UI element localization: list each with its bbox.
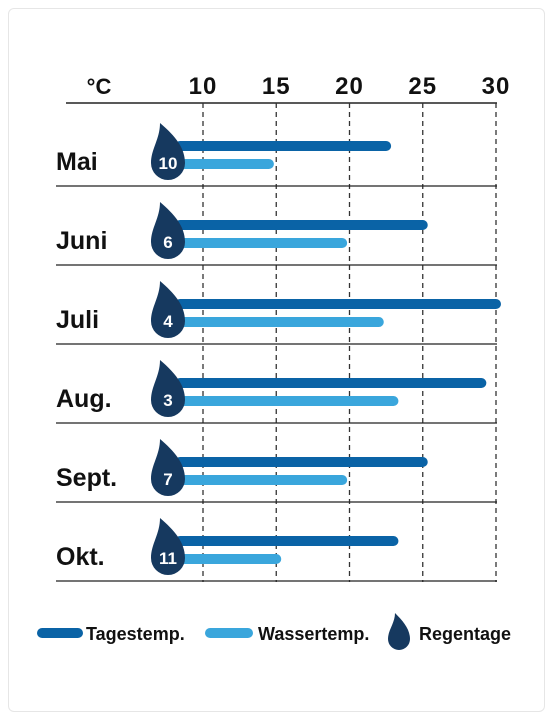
axis-unit-label: °C (87, 74, 112, 99)
month-label: Juli (56, 306, 99, 334)
x-tick-label: 10 (189, 73, 218, 100)
rain-days-label: 4 (163, 312, 173, 331)
rain-days-label: 7 (163, 470, 172, 489)
x-tick-label: 25 (408, 73, 437, 100)
legend-water-label: Wassertemp. (258, 624, 369, 644)
x-tick-label: 20 (335, 73, 364, 100)
rain-drop-marker (151, 439, 185, 496)
rain-days-label: 6 (163, 233, 172, 252)
rain-drop-marker (151, 518, 185, 575)
page-frame (8, 8, 545, 712)
rain-drop-marker (151, 202, 185, 259)
legend-day-label: Tagestemp. (86, 624, 185, 644)
month-label: Okt. (56, 543, 105, 571)
x-tick-label: 15 (262, 73, 291, 100)
legend-rain-label: Regentage (419, 624, 511, 644)
rain-days-label: 10 (159, 154, 178, 173)
rain-days-label: 11 (159, 549, 177, 568)
month-label: Sept. (56, 464, 117, 492)
rain-drop-marker (151, 281, 185, 338)
month-label: Mai (56, 148, 98, 176)
rain-drop-marker (151, 360, 185, 417)
month-label: Aug. (56, 385, 112, 413)
legend-rain-swatch (388, 613, 410, 650)
rain-drop-marker (151, 123, 185, 180)
rain-days-label: 3 (163, 391, 172, 410)
x-tick-label: 30 (482, 73, 511, 100)
month-label: Juni (56, 227, 107, 255)
